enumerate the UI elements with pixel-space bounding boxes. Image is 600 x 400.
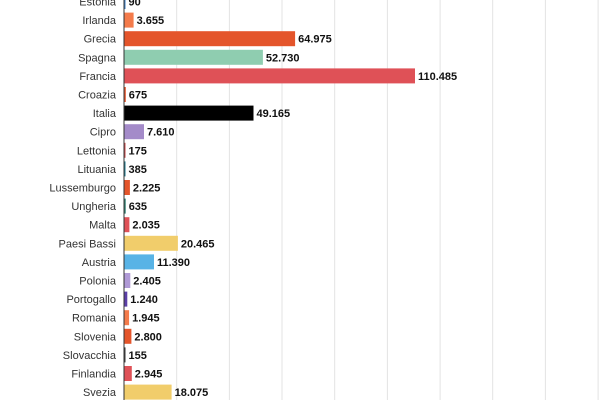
bar-lituania [124,161,126,177]
category-label: Croazia [78,90,117,102]
bar-ungheria [124,198,126,214]
category-label: Francia [79,71,117,83]
category-labels: Estonia Irlanda Grecia Spagna Francia Croazia… [49,0,117,399]
value-label: 2.035 [132,220,160,232]
value-label: 635 [129,201,147,213]
value-label: 1.240 [130,294,158,306]
value-label: 7.610 [147,127,175,139]
value-label: 175 [129,145,147,157]
bar-svezia [124,384,172,400]
bar-lussemburgo [124,180,130,195]
value-label: 3.655 [137,15,165,27]
bar-irlanda [124,12,134,28]
bar-estonia [124,0,126,9]
category-label: Paesi Bassi [59,238,116,250]
value-labels: 90 3.655 64.975 52.730 110.485 675 49.165 7.610… [129,0,458,399]
bar-portogallo [124,291,128,307]
category-label: Irlanda [82,15,117,27]
bar-romania [124,310,130,326]
bar-polonia [124,273,131,288]
bar-slovacchia [124,347,126,363]
category-label: Portogallo [66,294,116,306]
value-label: 2.225 [133,183,161,195]
category-label: Polonia [79,276,117,288]
bar-grecia [124,31,296,47]
category-label: Lettonia [77,145,117,157]
value-label: 675 [129,90,147,102]
category-label: Malta [89,220,117,232]
category-label: Slovacchia [63,350,117,362]
value-label: 49.165 [257,108,291,120]
bar-paesi-bassi [124,235,178,251]
grid-lines [176,0,599,400]
value-label: 2.945 [135,369,163,381]
category-label: Spagna [78,52,117,64]
category-label: Grecia [84,34,117,46]
bar-malta [124,217,130,233]
category-label: Lussemburgo [49,183,116,195]
category-label: Svezia [83,387,117,399]
category-label: Finlandia [71,369,117,381]
value-label: 2.405 [133,276,161,288]
bar-spagna [124,49,263,65]
bar-finlandia [124,366,132,381]
value-label: 110.485 [418,71,457,83]
value-label: 52.730 [266,52,300,64]
value-label: 1.945 [132,313,160,325]
value-label: 64.975 [298,34,332,46]
bars-group [124,0,415,400]
category-label: Italia [93,108,117,120]
bar-slovenia [124,328,132,344]
bar-croazia [124,87,126,102]
category-label: Slovenia [74,331,117,343]
category-label: Estonia [79,0,117,9]
value-label: 18.075 [175,387,209,399]
value-label: 11.390 [157,257,190,269]
value-label: 155 [129,350,147,362]
value-label: 2.800 [134,331,162,343]
bar-lettonia [124,142,126,158]
value-label: 20.465 [181,238,215,250]
value-label: 385 [129,164,147,176]
category-label: Austria [82,257,117,269]
value-label: 90 [129,0,141,9]
category-label: Cipro [90,127,116,139]
category-label: Ungheria [71,201,117,213]
bar-francia [124,68,415,84]
bar-cipro [124,124,144,140]
category-label: Romania [72,313,117,325]
bar-austria [124,254,154,270]
category-label: Lituania [77,164,116,176]
bar-italia [124,105,254,121]
